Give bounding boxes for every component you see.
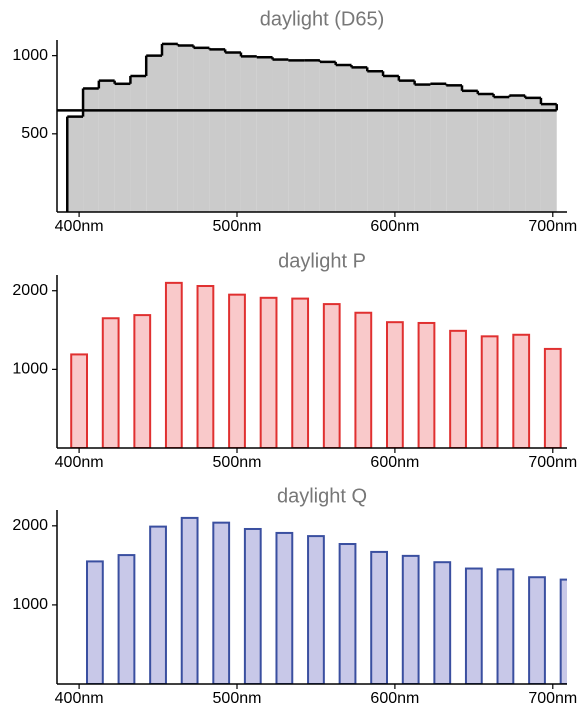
histogram-bar (335, 65, 352, 212)
bar (259, 296, 278, 448)
y-tick-label: 2000 (12, 517, 48, 534)
bar (480, 335, 499, 448)
histogram-bar (493, 97, 510, 212)
histogram-bar (367, 71, 384, 212)
chart-title: daylight P (278, 250, 366, 272)
y-tick-label: 1000 (12, 361, 48, 378)
histogram-bar (351, 67, 368, 212)
histogram-bar (256, 57, 273, 212)
histogram-bar (540, 104, 557, 212)
histogram-bar (98, 80, 115, 212)
bar (164, 281, 183, 448)
x-tick-label: 600nm (370, 454, 419, 471)
plot-area (70, 281, 562, 448)
histogram-bar (477, 93, 494, 212)
histogram-bar (193, 47, 210, 212)
chart-title: daylight (D65) (260, 8, 385, 30)
y-tick-label: 500 (21, 125, 48, 142)
histogram-bar (414, 84, 431, 212)
histogram-bar (177, 45, 194, 212)
x-tick-label: 500nm (213, 690, 262, 707)
bar (133, 314, 152, 448)
bar (528, 576, 546, 684)
bar (275, 531, 294, 684)
bar (449, 329, 467, 448)
bar (559, 578, 567, 684)
histogram-bar (430, 83, 447, 212)
histogram-bar (146, 55, 162, 212)
histogram-bar (304, 60, 320, 212)
plot-area (86, 516, 567, 684)
bar (370, 550, 389, 684)
bar (307, 535, 325, 684)
bar (70, 353, 88, 448)
x-tick-label: 600nm (370, 218, 419, 235)
histogram-bar (114, 83, 131, 212)
histogram-bar (398, 80, 415, 212)
histogram-bar (67, 116, 84, 212)
bar (496, 568, 515, 684)
histogram-bar (383, 75, 399, 212)
bar (180, 516, 199, 684)
bar (354, 311, 373, 448)
bar (322, 303, 341, 448)
x-tick-label: 600nm (370, 690, 419, 707)
histogram-bar (288, 60, 305, 212)
bar (433, 561, 452, 684)
bar (338, 543, 357, 684)
histogram-bar (446, 85, 462, 212)
subplot: daylight P 1000 2000 400nm 500nm 600nm 700nm (12, 250, 577, 471)
histogram-bar (272, 59, 289, 212)
x-tick-label: 400nm (55, 690, 104, 707)
histogram-bar (509, 95, 526, 212)
bar (417, 321, 436, 448)
bar (386, 321, 404, 448)
x-tick-label: 700nm (528, 218, 577, 235)
bar (464, 567, 483, 684)
subplot: daylight (D65) 500 1000 400nm 500nm 600nm 700n… (12, 8, 577, 235)
x-tick-label: 700nm (528, 690, 577, 707)
histogram-bar (240, 56, 257, 212)
plot-area (57, 42, 558, 212)
bar (86, 560, 104, 684)
histogram-bar (462, 90, 478, 212)
bar (512, 333, 531, 448)
histogram-bar (162, 43, 178, 212)
subplot: daylight Q 1000 2000 400nm 500nm 600nm 700nm (12, 485, 577, 707)
chart-title: daylight Q (277, 485, 367, 507)
bar (101, 317, 120, 448)
x-tick-label: 700nm (528, 454, 577, 471)
histogram-bar (83, 88, 99, 212)
x-tick-label: 500nm (213, 218, 262, 235)
histogram-bar (319, 61, 336, 212)
histogram-bar (525, 97, 541, 212)
bar (149, 525, 167, 684)
y-tick-label: 2000 (12, 282, 48, 299)
x-tick-label: 500nm (213, 454, 262, 471)
bar (196, 285, 215, 448)
y-tick-label: 1000 (12, 596, 48, 613)
x-tick-label: 400nm (55, 454, 104, 471)
bar (243, 527, 262, 684)
bar (291, 297, 310, 448)
histogram-bar (130, 75, 147, 212)
bar (212, 521, 231, 684)
bar (543, 347, 562, 448)
histogram-bar (209, 49, 226, 212)
bar (228, 293, 246, 448)
x-tick-label: 400nm (55, 218, 104, 235)
y-tick-label: 1000 (12, 47, 48, 64)
histogram-bar (225, 52, 241, 212)
bar (117, 554, 136, 684)
bar (401, 554, 420, 684)
